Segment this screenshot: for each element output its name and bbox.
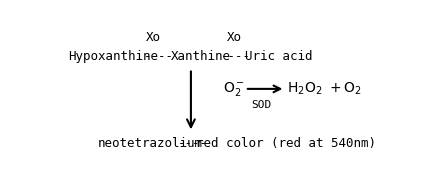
Text: neotetrazolium: neotetrazolium	[98, 137, 203, 150]
Text: ----: ----	[177, 137, 207, 150]
Text: Uric acid: Uric acid	[244, 50, 312, 63]
Text: $\mathsf{H_2O_2\ +O_2}$: $\mathsf{H_2O_2\ +O_2}$	[286, 81, 361, 97]
Text: Hypoxanthine: Hypoxanthine	[68, 50, 158, 63]
Text: ----: ----	[143, 50, 173, 63]
Text: ----: ----	[221, 50, 251, 63]
Text: Xo: Xo	[227, 31, 242, 44]
Text: red color (red at 540nm): red color (red at 540nm)	[195, 137, 375, 150]
Text: Xo: Xo	[146, 31, 161, 44]
Text: SOD: SOD	[251, 100, 271, 110]
Text: Xanthine: Xanthine	[170, 50, 230, 63]
Text: $\mathsf{O_2^-}$: $\mathsf{O_2^-}$	[223, 80, 244, 98]
